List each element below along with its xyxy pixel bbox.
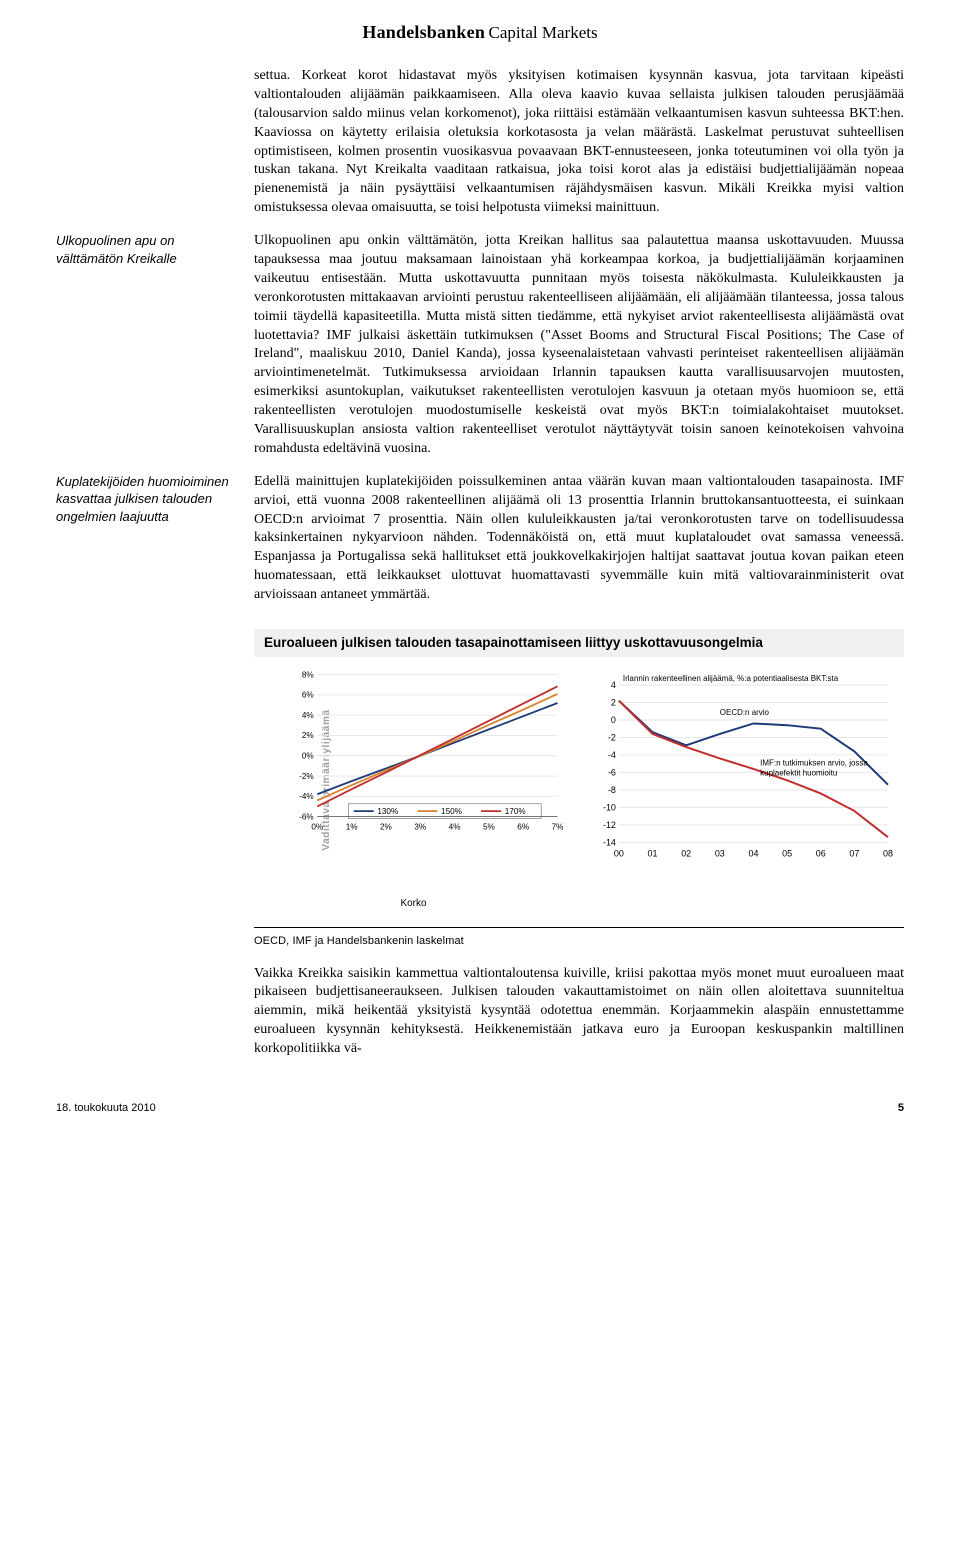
svg-text:05: 05 bbox=[782, 849, 792, 859]
left-chart-svg: -6% -4% -2% 0% 2% 4% 6% 8% 0% 1% 2% 3% 4% 5% 6% 7% 130% 1… bbox=[290, 671, 563, 844]
svg-text:IMF:n tutkimuksen arvio, jossa: IMF:n tutkimuksen arvio, jossa bbox=[760, 759, 868, 768]
right-chart: -14-12-10-8-6-4-2024000102030405060708Ir… bbox=[589, 665, 900, 911]
svg-text:0%: 0% bbox=[311, 823, 323, 832]
svg-text:130%: 130% bbox=[377, 807, 398, 816]
block-3: Kuplatekijöiden huomioiminen kasvattaa j… bbox=[56, 473, 904, 619]
svg-text:OECD:n arvio: OECD:n arvio bbox=[720, 708, 770, 717]
svg-text:-2%: -2% bbox=[299, 772, 314, 781]
left-chart-xtitle: Korko bbox=[258, 897, 569, 911]
svg-text:8%: 8% bbox=[302, 671, 314, 679]
right-chart-svg: -14-12-10-8-6-4-2024000102030405060708Ir… bbox=[595, 671, 894, 860]
block-2: Ulkopuolinen apu on välttämätön Kreikall… bbox=[56, 232, 904, 473]
paragraph-1: settua. Korkeat korot hidastavat myös yk… bbox=[254, 67, 904, 218]
svg-text:04: 04 bbox=[748, 849, 758, 859]
sidenote-2: Kuplatekijöiden huomioiminen kasvattaa j… bbox=[56, 473, 236, 619]
svg-text:150%: 150% bbox=[441, 807, 462, 816]
svg-text:2: 2 bbox=[611, 698, 616, 708]
svg-text:02: 02 bbox=[681, 849, 691, 859]
paragraph-4: Vaikka Kreikka saisikin kammettua valtio… bbox=[254, 965, 904, 1059]
chart-panel: Euroalueen julkisen talouden tasapainott… bbox=[254, 629, 904, 949]
svg-text:-8: -8 bbox=[608, 785, 616, 795]
svg-text:01: 01 bbox=[648, 849, 658, 859]
brand-name: Handelsbanken bbox=[362, 22, 485, 42]
sidenote-1: Ulkopuolinen apu on välttämätön Kreikall… bbox=[56, 232, 236, 473]
svg-text:2%: 2% bbox=[380, 823, 392, 832]
chart-row: Euroalueen julkisen talouden tasapainott… bbox=[56, 619, 904, 949]
block-1: settua. Korkeat korot hidastavat myös yk… bbox=[56, 67, 904, 232]
svg-text:-14: -14 bbox=[603, 838, 616, 848]
chart-source: OECD, IMF ja Handelsbankenin laskelmat bbox=[254, 927, 904, 949]
svg-text:kuplaefektit huomioitu: kuplaefektit huomioitu bbox=[760, 769, 837, 778]
svg-text:-4%: -4% bbox=[299, 792, 314, 801]
page: Handelsbanken Capital Markets settua. Ko… bbox=[0, 0, 960, 1146]
svg-text:6%: 6% bbox=[302, 691, 314, 700]
brand-header: Handelsbanken Capital Markets bbox=[56, 20, 904, 45]
paragraph-2: Ulkopuolinen apu onkin välttämätön, jott… bbox=[254, 232, 904, 459]
right-chart-spacer bbox=[589, 897, 900, 911]
svg-text:0: 0 bbox=[611, 715, 616, 725]
svg-text:5%: 5% bbox=[483, 823, 495, 832]
block-4: Vaikka Kreikka saisikin kammettua valtio… bbox=[56, 965, 904, 1073]
svg-text:-6: -6 bbox=[608, 768, 616, 778]
svg-text:7%: 7% bbox=[552, 823, 563, 832]
svg-text:07: 07 bbox=[849, 849, 859, 859]
svg-text:2%: 2% bbox=[302, 731, 314, 740]
svg-text:Irlannin rakenteellinen alijää: Irlannin rakenteellinen alijäämä, %:a po… bbox=[623, 674, 839, 683]
svg-text:4%: 4% bbox=[302, 711, 314, 720]
svg-text:-10: -10 bbox=[603, 803, 616, 813]
footer-date: 18. toukokuuta 2010 bbox=[56, 1101, 156, 1116]
sidenote-empty-1 bbox=[56, 67, 236, 232]
page-footer: 18. toukokuuta 2010 5 bbox=[56, 1101, 904, 1116]
footer-page-number: 5 bbox=[898, 1101, 904, 1116]
svg-text:-2: -2 bbox=[608, 733, 616, 743]
svg-text:1%: 1% bbox=[346, 823, 358, 832]
chart-panel-title: Euroalueen julkisen talouden tasapainott… bbox=[254, 629, 904, 657]
svg-text:6%: 6% bbox=[517, 823, 529, 832]
svg-text:3%: 3% bbox=[414, 823, 426, 832]
svg-text:08: 08 bbox=[883, 849, 893, 859]
svg-text:00: 00 bbox=[614, 849, 624, 859]
svg-text:-6%: -6% bbox=[299, 813, 314, 822]
paragraph-3: Edellä mainittujen kuplatekijöiden poiss… bbox=[254, 473, 904, 605]
right-chart-area: -14-12-10-8-6-4-2024000102030405060708Ir… bbox=[589, 665, 900, 895]
svg-text:4: 4 bbox=[611, 680, 616, 690]
svg-text:-4: -4 bbox=[608, 750, 616, 760]
left-chart: Vadittava primääriylijäämä -6%-4%-2%0%2%… bbox=[258, 665, 569, 911]
svg-text:4%: 4% bbox=[449, 823, 461, 832]
brand-sub: Capital Markets bbox=[489, 23, 598, 42]
charts-row: Vadittava primääriylijäämä -6%-4%-2%0%2%… bbox=[254, 657, 904, 913]
svg-text:03: 03 bbox=[715, 849, 725, 859]
svg-text:0%: 0% bbox=[302, 752, 314, 761]
svg-text:-12: -12 bbox=[603, 820, 616, 830]
left-chart-area: Vadittava primääriylijäämä -6%-4%-2%0%2%… bbox=[258, 665, 569, 895]
svg-text:170%: 170% bbox=[505, 807, 526, 816]
svg-text:06: 06 bbox=[816, 849, 826, 859]
